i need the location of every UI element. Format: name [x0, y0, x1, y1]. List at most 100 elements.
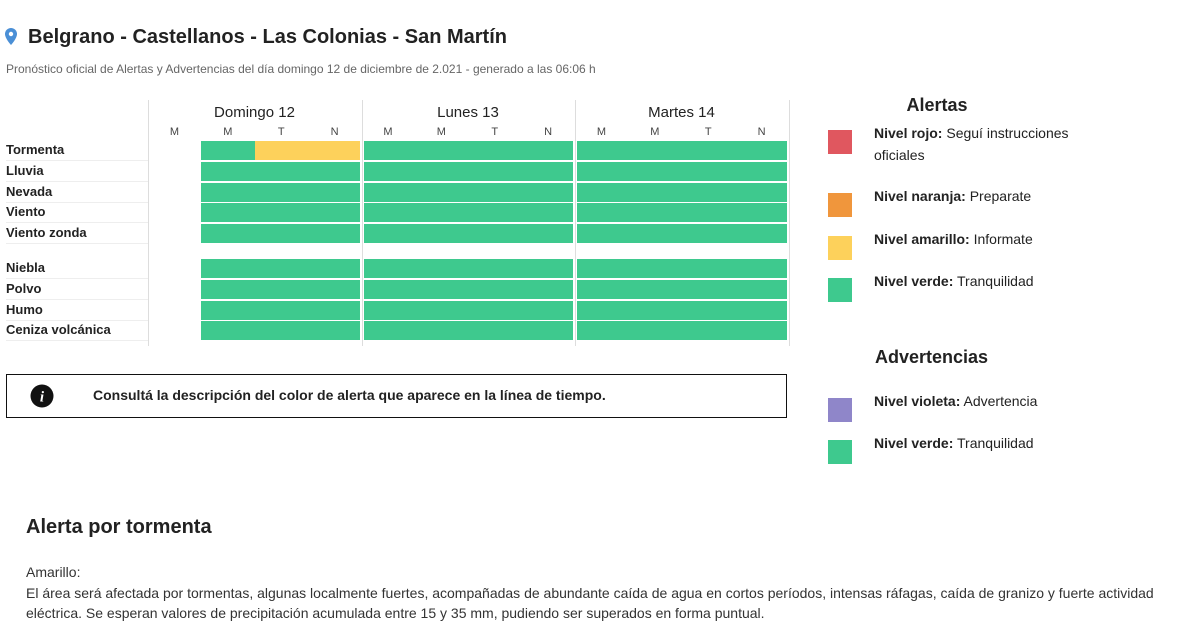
period-label: N: [330, 126, 339, 138]
day-header: Martes 14: [648, 104, 715, 121]
row-label: Polvo: [6, 279, 148, 300]
timeline-cell: [468, 141, 522, 160]
timeline-cell: [308, 279, 360, 299]
legend-level: Nivel rojo:: [874, 125, 943, 141]
timeline-cell: [521, 321, 573, 341]
timeline-cell: [414, 300, 469, 320]
timeline-cell: [577, 161, 629, 181]
legend-text: Advertencia: [963, 393, 1038, 409]
page-title: Belgrano - Castellanos - Las Colonias - …: [28, 26, 507, 48]
timeline-cell: [735, 182, 787, 202]
timeline-cell: [468, 321, 522, 341]
timeline-cell: [201, 203, 255, 223]
timeline-cell: [201, 259, 255, 278]
timeline-cell: [254, 182, 309, 202]
period-label: N: [544, 126, 553, 138]
timeline-cell: [201, 182, 255, 202]
pin-icon: [5, 28, 17, 45]
timeline-cell: [577, 203, 629, 223]
timeline-cell: [414, 321, 469, 341]
legend-level: Nivel naranja:: [874, 188, 966, 204]
timeline-cell: [521, 224, 573, 244]
legend-item: Nivel rojo: Seguí instrucciones oficiale…: [874, 122, 1084, 166]
timeline-cell: [201, 321, 255, 341]
timeline-cell: [363, 224, 415, 244]
timeline-cell: [681, 203, 736, 223]
timeline-cell: [681, 141, 736, 160]
timeline-cell: [468, 300, 522, 320]
svg-text:i: i: [40, 390, 45, 406]
timeline-cell: [681, 279, 736, 299]
legend-text: Tranquilidad: [957, 435, 1034, 451]
timeline-cell: [363, 182, 415, 202]
timeline-cell: [521, 300, 573, 320]
timeline-cell: [468, 279, 522, 299]
row-label: Tormenta: [6, 140, 148, 161]
timeline-cell: [628, 321, 682, 341]
timeline-cell: [201, 141, 255, 160]
legend-item: Nivel verde: Tranquilidad: [874, 432, 1084, 454]
column-divider: [788, 100, 790, 346]
timeline-cell: [414, 182, 469, 202]
legend-item: Nivel naranja: Preparate: [874, 185, 1084, 207]
timeline-cell: [681, 161, 736, 181]
timeline-cell: [521, 259, 573, 278]
timeline-cell: [363, 279, 415, 299]
period-label: M: [383, 126, 393, 138]
info-text: Consultá la descripción del color de ale…: [93, 387, 606, 403]
timeline-cell: [577, 182, 629, 202]
timeline-cell: [363, 259, 415, 278]
timeline-cell: [468, 182, 522, 202]
legend-text: Tranquilidad: [957, 273, 1034, 289]
timeline-cell: [735, 300, 787, 320]
timeline-cell: [521, 203, 573, 223]
period-label: M: [650, 126, 660, 138]
timeline-cell: [363, 203, 415, 223]
timeline-cell: [628, 300, 682, 320]
timeline-cell: [681, 321, 736, 341]
timeline-cell: [254, 300, 309, 320]
timeline-cell: [577, 300, 629, 320]
timeline-cell: [735, 224, 787, 244]
legend-swatch: [828, 278, 852, 302]
period-label: M: [223, 126, 233, 138]
timeline-cell: [308, 141, 360, 160]
legend-swatch: [828, 398, 852, 422]
period-label: T: [277, 126, 285, 138]
day-header: Lunes 13: [437, 104, 499, 121]
timeline-cell: [628, 224, 682, 244]
legend-level: Nivel verde:: [874, 435, 954, 451]
timeline-cell: [254, 141, 309, 160]
legend-swatch: [828, 236, 852, 260]
legend-level: Nivel verde:: [874, 273, 954, 289]
column-divider: [361, 100, 363, 346]
timeline-cell: [681, 300, 736, 320]
timeline-cell: [735, 321, 787, 341]
timeline-cell: [414, 259, 469, 278]
info-box: [6, 374, 787, 418]
timeline-cell: [201, 279, 255, 299]
timeline-cell: [735, 259, 787, 278]
timeline-cell: [363, 321, 415, 341]
timeline-cell: [521, 279, 573, 299]
timeline-cell: [308, 300, 360, 320]
period-label: M: [596, 126, 607, 138]
timeline-cell: [254, 203, 309, 223]
timeline-cell: [628, 259, 682, 278]
row-label: Viento: [6, 202, 148, 224]
timeline-cell: [254, 224, 309, 244]
timeline-cell: [628, 203, 682, 223]
day-header: Domingo 12: [214, 104, 295, 121]
timeline-cell: [628, 279, 682, 299]
timeline-cell: [254, 321, 309, 341]
row-label: Nevada: [6, 182, 148, 203]
timeline-cell: [201, 300, 255, 320]
timeline-cell: [468, 161, 522, 181]
period-label: M: [436, 126, 446, 138]
legend-item: Nivel verde: Tranquilidad: [874, 270, 1084, 292]
timeline-cell: [414, 161, 469, 181]
timeline-cell: [521, 182, 573, 202]
timeline-cell: [735, 161, 787, 181]
legend-item: Nivel violeta: Advertencia: [874, 390, 1084, 412]
timeline-cell: [254, 259, 309, 278]
